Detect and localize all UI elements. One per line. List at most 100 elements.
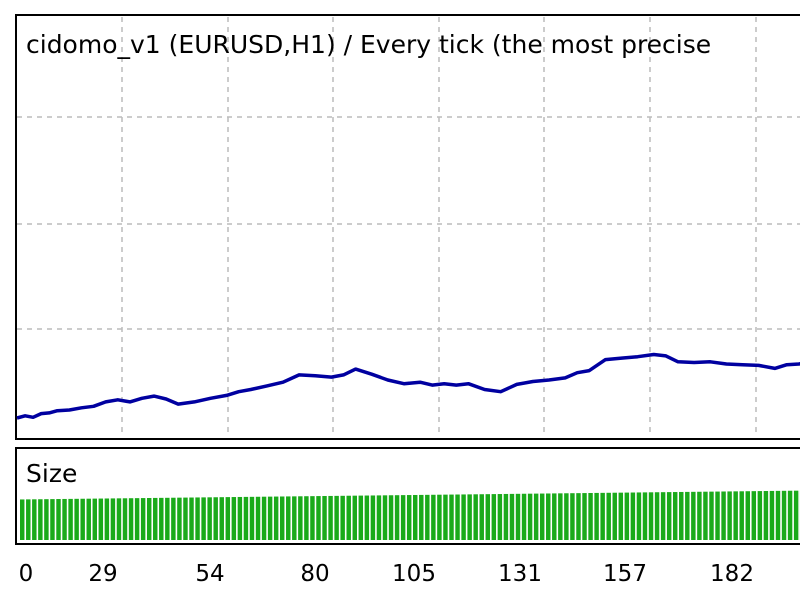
- size-bar: [769, 490, 775, 540]
- size-bar: [328, 495, 333, 540]
- size-bar: [672, 492, 678, 540]
- size-bar: [20, 499, 25, 540]
- size-bar: [128, 498, 134, 540]
- balance-panel: cidomo_v1 (EURUSD,H1) / Every tick (the …: [15, 14, 800, 440]
- size-bar: [207, 497, 212, 540]
- size-bar: [642, 492, 648, 540]
- size-bar: [104, 498, 110, 540]
- x-tick-label: 54: [195, 561, 224, 587]
- size-bars: [20, 490, 800, 540]
- x-tick-label: 29: [88, 561, 117, 587]
- size-bar: [564, 493, 569, 540]
- size-bar: [243, 496, 249, 540]
- size-bar: [781, 490, 787, 540]
- size-bar: [703, 491, 708, 540]
- size-bar: [165, 497, 170, 540]
- size-bar: [364, 495, 370, 540]
- size-bar: [255, 496, 261, 540]
- size-bar: [793, 490, 799, 540]
- size-bar: [201, 497, 206, 540]
- size-bar: [310, 496, 315, 540]
- size-bar: [630, 492, 636, 540]
- size-panel: Size: [15, 447, 800, 545]
- size-bar: [62, 498, 67, 540]
- size-bar: [352, 495, 357, 540]
- size-bar: [679, 491, 684, 540]
- size-bar: [44, 499, 49, 540]
- size-bar: [80, 498, 85, 540]
- size-bar: [533, 493, 539, 540]
- x-tick-label: 182: [710, 561, 754, 587]
- size-bar: [237, 496, 243, 540]
- size-bar: [346, 495, 351, 540]
- size-bar: [660, 492, 666, 540]
- size-bar: [382, 495, 388, 540]
- size-bar: [261, 496, 267, 540]
- size-bar: [449, 494, 454, 540]
- size-bar: [292, 496, 297, 540]
- size-bar: [68, 498, 73, 540]
- size-bar: [56, 499, 61, 540]
- size-bar: [38, 499, 43, 540]
- size-bar: [273, 496, 279, 540]
- size-bar: [110, 498, 116, 540]
- size-bar: [406, 495, 412, 540]
- size-bar: [213, 497, 218, 540]
- size-bar: [715, 491, 720, 540]
- chart-title: cidomo_v1 (EURUSD,H1) / Every tick (the …: [26, 30, 711, 59]
- size-bar: [624, 492, 630, 540]
- size-bar: [195, 497, 200, 540]
- size-bar: [394, 495, 400, 540]
- balance-grid: [17, 17, 800, 437]
- size-bar: [74, 498, 79, 540]
- size-bar: [122, 498, 128, 540]
- size-bar: [576, 493, 581, 540]
- size-bar: [618, 492, 624, 540]
- x-tick-label: 0: [19, 561, 34, 587]
- size-bar: [50, 499, 55, 540]
- size-bar: [757, 491, 763, 540]
- size-bar: [431, 494, 436, 540]
- size-bar: [485, 494, 490, 540]
- size-bar: [745, 491, 750, 540]
- size-bar: [600, 492, 605, 540]
- size-bar: [279, 496, 285, 540]
- size-bar: [304, 496, 309, 540]
- size-bar: [358, 495, 364, 540]
- size-bar: [727, 491, 732, 540]
- size-bar: [612, 492, 617, 540]
- size-bar: [334, 495, 339, 540]
- size-bar: [691, 491, 696, 540]
- x-tick-label: 131: [498, 561, 542, 587]
- size-bar: [515, 493, 521, 540]
- size-bar: [648, 492, 654, 540]
- size-bar: [455, 494, 460, 540]
- size-bar: [606, 492, 611, 540]
- size-bar: [739, 491, 744, 540]
- size-bar: [539, 493, 545, 540]
- x-tick-label: 80: [300, 561, 329, 587]
- size-bar: [189, 497, 194, 540]
- size-bar: [183, 497, 188, 540]
- size-bar: [491, 494, 497, 540]
- size-bar: [249, 496, 255, 540]
- size-bar: [685, 491, 690, 540]
- size-bar: [521, 493, 527, 540]
- size-bar: [437, 494, 442, 540]
- x-axis-ticks: 0 29 54 80 105 131 157 182: [19, 561, 754, 587]
- size-bar: [171, 497, 176, 540]
- size-bar: [425, 494, 430, 540]
- size-bar: [763, 491, 769, 540]
- size-bar: [98, 498, 104, 540]
- size-bar: [116, 498, 122, 540]
- size-bar: [751, 491, 757, 540]
- size-series-label: Size: [26, 459, 77, 488]
- size-bar: [558, 493, 563, 540]
- size-bar: [443, 494, 448, 540]
- size-bar: [594, 492, 599, 540]
- size-bar: [636, 492, 642, 540]
- size-bar: [267, 496, 273, 540]
- size-bar: [666, 492, 672, 540]
- size-bar: [376, 495, 382, 540]
- size-bar: [86, 498, 91, 540]
